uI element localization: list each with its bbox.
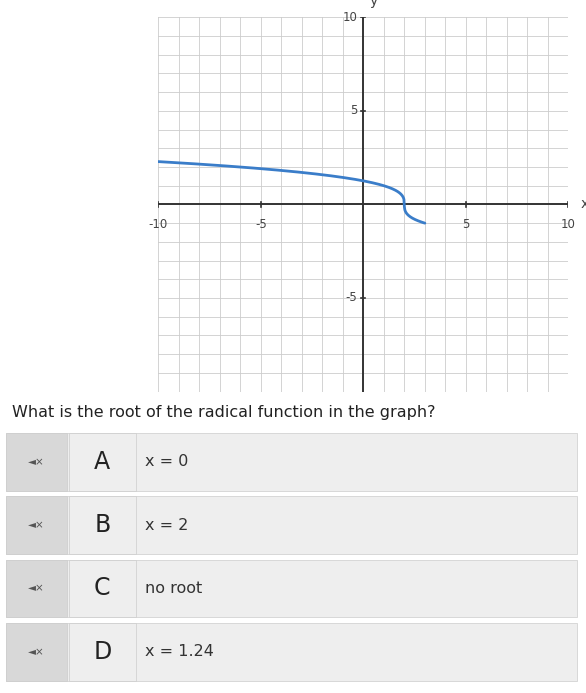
- Text: A: A: [94, 450, 110, 474]
- Text: 5: 5: [350, 105, 357, 117]
- Text: 5: 5: [462, 218, 469, 231]
- Text: B: B: [94, 514, 110, 537]
- Text: 10: 10: [342, 11, 357, 24]
- Text: -10: -10: [149, 218, 168, 231]
- Text: x = 1.24: x = 1.24: [145, 644, 214, 659]
- Text: 10: 10: [561, 218, 576, 231]
- Text: ◄×: ◄×: [28, 457, 45, 467]
- Text: x = 2: x = 2: [145, 518, 188, 533]
- Text: C: C: [94, 577, 111, 600]
- Text: -5: -5: [345, 292, 357, 304]
- Text: D: D: [93, 640, 111, 664]
- Text: -5: -5: [255, 218, 267, 231]
- Text: ◄×: ◄×: [28, 520, 45, 530]
- Text: ◄×: ◄×: [28, 647, 45, 657]
- Text: What is the root of the radical function in the graph?: What is the root of the radical function…: [12, 405, 435, 421]
- Text: y: y: [369, 0, 378, 8]
- Text: ◄×: ◄×: [28, 584, 45, 593]
- Text: x = 0: x = 0: [145, 455, 188, 469]
- Text: x: x: [581, 198, 586, 211]
- Text: no root: no root: [145, 581, 202, 596]
